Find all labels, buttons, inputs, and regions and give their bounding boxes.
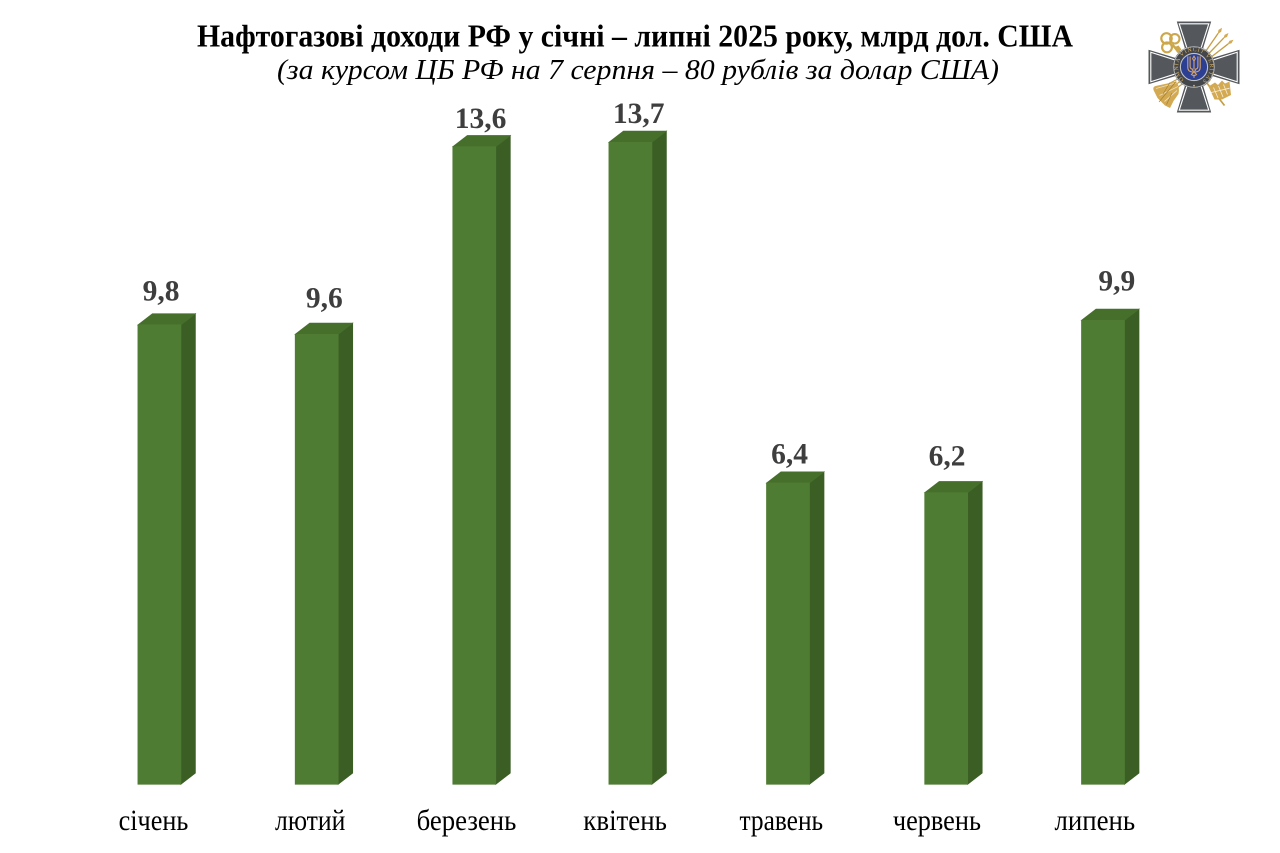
svg-text:червень: червень: [893, 804, 981, 837]
svg-text:9,6: 9,6: [306, 282, 343, 314]
svg-text:13,6: 13,6: [455, 103, 507, 135]
svg-text:(за курсом ЦБ РФ на 7 серпня –: (за курсом ЦБ РФ на 7 серпня – 80 рублів…: [277, 54, 999, 86]
svg-text:березень: березень: [417, 804, 517, 837]
svg-text:Нафтогазові доходи РФ у січні: Нафтогазові доходи РФ у січні – липні 20…: [197, 19, 1073, 54]
svg-text:6,4: 6,4: [771, 439, 808, 471]
svg-text:січень: січень: [119, 804, 189, 837]
svg-text:лютий: лютий: [275, 804, 345, 837]
svg-text:9,9: 9,9: [1098, 265, 1135, 297]
svg-text:9,8: 9,8: [143, 276, 180, 308]
svg-text:липень: липень: [1054, 804, 1135, 837]
svg-text:квітень: квітень: [583, 804, 667, 837]
svg-text:6,2: 6,2: [929, 440, 966, 472]
svg-text:13,7: 13,7: [613, 98, 665, 130]
svg-text:травень: травень: [740, 804, 824, 837]
